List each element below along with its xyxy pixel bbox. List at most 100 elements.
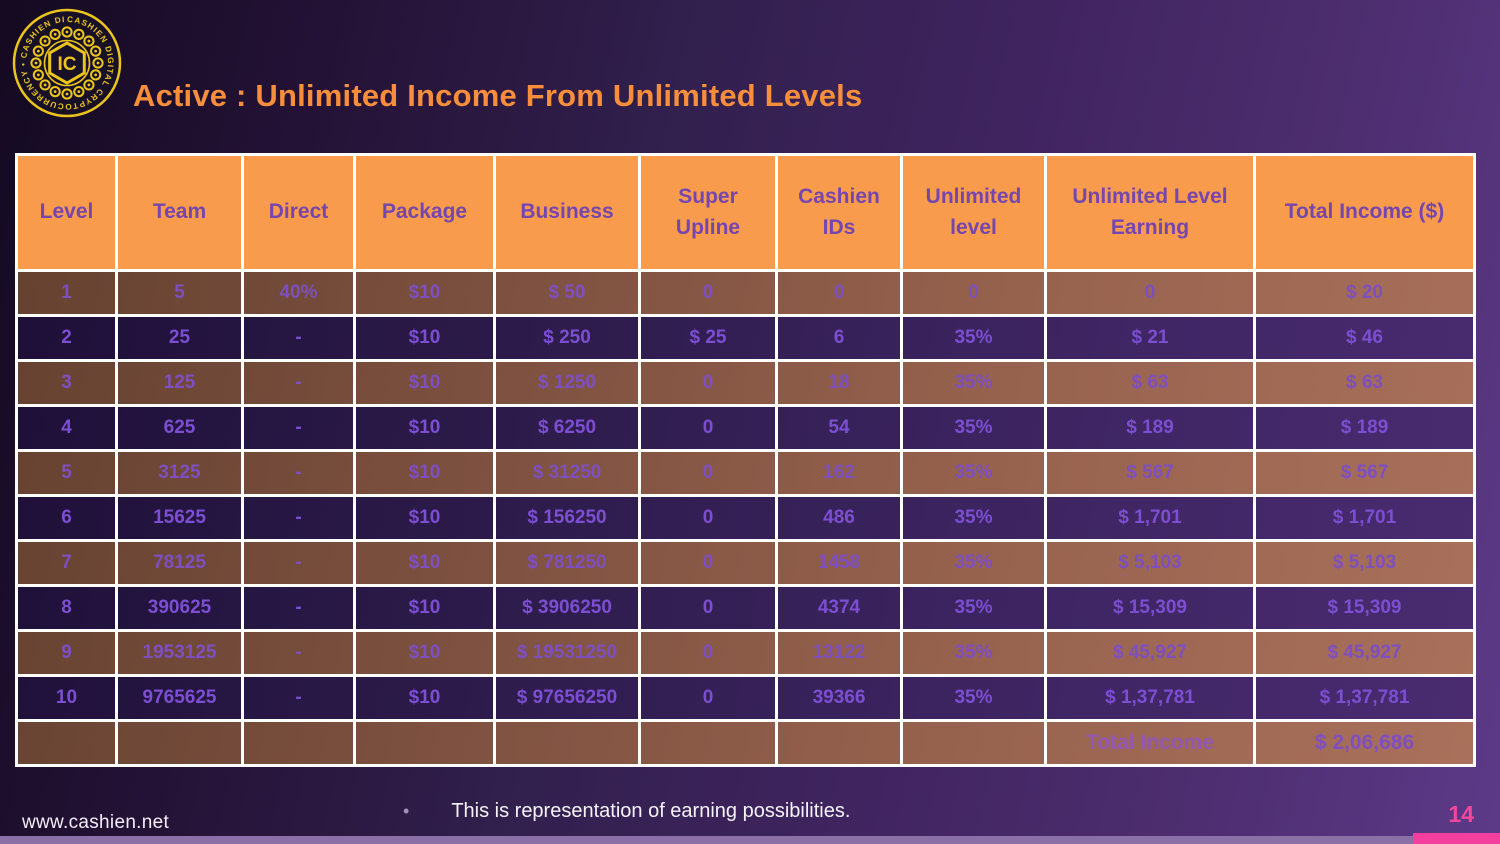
cell-level5-col4: $ 31250 — [493, 449, 641, 497]
cell-level9-col0: 9 — [15, 629, 118, 677]
table-row-level-7: 7 78125- $10 $ 781250 0 1458 35% $ 5,103 $ 5,103 — [15, 539, 1476, 587]
cell-level10-col7: 35% — [900, 674, 1047, 722]
cell-level4-col5: 0 — [638, 404, 778, 452]
cell-level2-col0: 2 — [15, 314, 118, 362]
cell-level4-col7: 35% — [900, 404, 1047, 452]
cell-level3-col7: 35% — [900, 359, 1047, 407]
total-row-empty-cell-5 — [638, 719, 778, 767]
cell-level8-col9: $ 15,309 — [1253, 584, 1476, 632]
cell-level1-col0: 1 — [15, 269, 118, 317]
cell-level3-col4: $ 1250 — [493, 359, 641, 407]
cell-level5-col2: - — [241, 449, 356, 497]
cell-level1-col6: 0 — [775, 269, 903, 317]
cell-level6-col9: $ 1,701 — [1253, 494, 1476, 542]
cell-level10-col4: $ 97656250 — [493, 674, 641, 722]
logo-hexagon-icon — [48, 41, 86, 85]
table-row-level-3: 3 125- $10 $ 1250 0 18 35% $ 63 $ 63 — [15, 359, 1476, 407]
column-header-unlimited-level: Unlimited level — [900, 153, 1047, 272]
cell-level1-col8: 0 — [1044, 269, 1256, 317]
table-row-level-4: 4 625- $10 $ 6250 0 54 35% $ 189 $ 189 — [15, 404, 1476, 452]
logo-inner-ring — [43, 39, 91, 87]
cell-level7-col1: 78125 — [115, 539, 244, 587]
table-total-row: Total Income $ 2,06,686 — [15, 719, 1476, 767]
total-row-empty-cell-2 — [241, 719, 356, 767]
cell-level7-col5: 0 — [638, 539, 778, 587]
cell-level5-col8: $ 567 — [1044, 449, 1256, 497]
cell-level5-col1: 3125 — [115, 449, 244, 497]
cell-level5-col7: 35% — [900, 449, 1047, 497]
cell-level3-col8: $ 63 — [1044, 359, 1256, 407]
cell-level9-col2: - — [241, 629, 356, 677]
cell-level1-col1: 5 — [115, 269, 244, 317]
cell-level10-col9: $ 1,37,781 — [1253, 674, 1476, 722]
cell-level1-col7: 0 — [900, 269, 1047, 317]
total-row-empty-cell-1 — [115, 719, 244, 767]
column-header-team: Team — [115, 153, 244, 272]
cell-level2-col1: 25 — [115, 314, 244, 362]
cell-level6-col5: 0 — [638, 494, 778, 542]
total-row-empty-cell-7 — [900, 719, 1047, 767]
cell-level10-col6: 39366 — [775, 674, 903, 722]
total-income-label: Total Income — [1044, 719, 1256, 767]
cell-level6-col1: 15625 — [115, 494, 244, 542]
total-row-empty-cell-6 — [775, 719, 903, 767]
column-header-level: Level — [15, 153, 118, 272]
table-header-row: Level Team Direct Package Business Super Upli… — [15, 153, 1476, 272]
cell-level1-col9: $ 20 — [1253, 269, 1476, 317]
cell-level5-col9: $ 567 — [1253, 449, 1476, 497]
cell-level8-col2: - — [241, 584, 356, 632]
cell-level2-col5: $ 25 — [638, 314, 778, 362]
cell-level2-col3: $10 — [353, 314, 496, 362]
cell-level2-col9: $ 46 — [1253, 314, 1476, 362]
column-header-total-income: Total Income ($) — [1253, 153, 1476, 272]
cell-level2-col6: 6 — [775, 314, 903, 362]
table-row-level-6: 6 15625- $10 $ 156250 0 486 35% $ 1,701 $ 1,701 — [15, 494, 1476, 542]
column-header-super-upline: Super Upline — [638, 153, 778, 272]
column-header-unlimited-level-earning: Unlimited Level Earning — [1044, 153, 1256, 272]
cell-level2-col2: - — [241, 314, 356, 362]
cell-level9-col4: $ 19531250 — [493, 629, 641, 677]
cell-level7-col2: - — [241, 539, 356, 587]
cell-level10-col8: $ 1,37,781 — [1044, 674, 1256, 722]
cell-level7-col0: 7 — [15, 539, 118, 587]
cell-level8-col4: $ 3906250 — [493, 584, 641, 632]
table-row-level-8: 8 390625- $10 $ 3906250 0 4374 35% $ 15,309 $ 15… — [15, 584, 1476, 632]
cell-level3-col1: 125 — [115, 359, 244, 407]
cell-level9-col9: $ 45,927 — [1253, 629, 1476, 677]
column-header-business: Business — [493, 153, 641, 272]
cell-level4-col1: 625 — [115, 404, 244, 452]
table-row-level-9: 9 1953125- $10 $ 19531250 0 13122 35% $ 45,927 $… — [15, 629, 1476, 677]
cell-level5-col5: 0 — [638, 449, 778, 497]
bullet-icon: • — [403, 801, 410, 821]
cell-level4-col8: $ 189 — [1044, 404, 1256, 452]
cell-level8-col1: 390625 — [115, 584, 244, 632]
cell-level3-col3: $10 — [353, 359, 496, 407]
cell-level6-col2: - — [241, 494, 356, 542]
cell-level9-col7: 35% — [900, 629, 1047, 677]
cell-level10-col2: - — [241, 674, 356, 722]
cell-level8-col3: $10 — [353, 584, 496, 632]
cell-level10-col5: 0 — [638, 674, 778, 722]
cell-level2-col7: 35% — [900, 314, 1047, 362]
cell-level10-col1: 9765625 — [115, 674, 244, 722]
total-row-empty-cell-3 — [353, 719, 496, 767]
cell-level6-col8: $ 1,701 — [1044, 494, 1256, 542]
cell-level7-col3: $10 — [353, 539, 496, 587]
cell-level5-col6: 162 — [775, 449, 903, 497]
cell-level4-col0: 4 — [15, 404, 118, 452]
cell-level7-col6: 1458 — [775, 539, 903, 587]
cell-level8-col7: 35% — [900, 584, 1047, 632]
cell-level7-col8: $ 5,103 — [1044, 539, 1256, 587]
cell-level3-col0: 3 — [15, 359, 118, 407]
footnote: • This is representation of earning poss… — [403, 800, 850, 823]
cell-level4-col6: 54 — [775, 404, 903, 452]
bottom-strip-accent — [1413, 833, 1500, 844]
cell-level2-col4: $ 250 — [493, 314, 641, 362]
cell-level3-col9: $ 63 — [1253, 359, 1476, 407]
page-title: Active : Unlimited Income From Unlimited… — [133, 78, 863, 113]
cell-level8-col0: 8 — [15, 584, 118, 632]
table-row-level-5: 5 3125- $10 $ 31250 0 162 35% $ 567 $ 567 — [15, 449, 1476, 497]
total-row-empty-cell-4 — [493, 719, 641, 767]
cell-level6-col3: $10 — [353, 494, 496, 542]
cell-level4-col9: $ 189 — [1253, 404, 1476, 452]
